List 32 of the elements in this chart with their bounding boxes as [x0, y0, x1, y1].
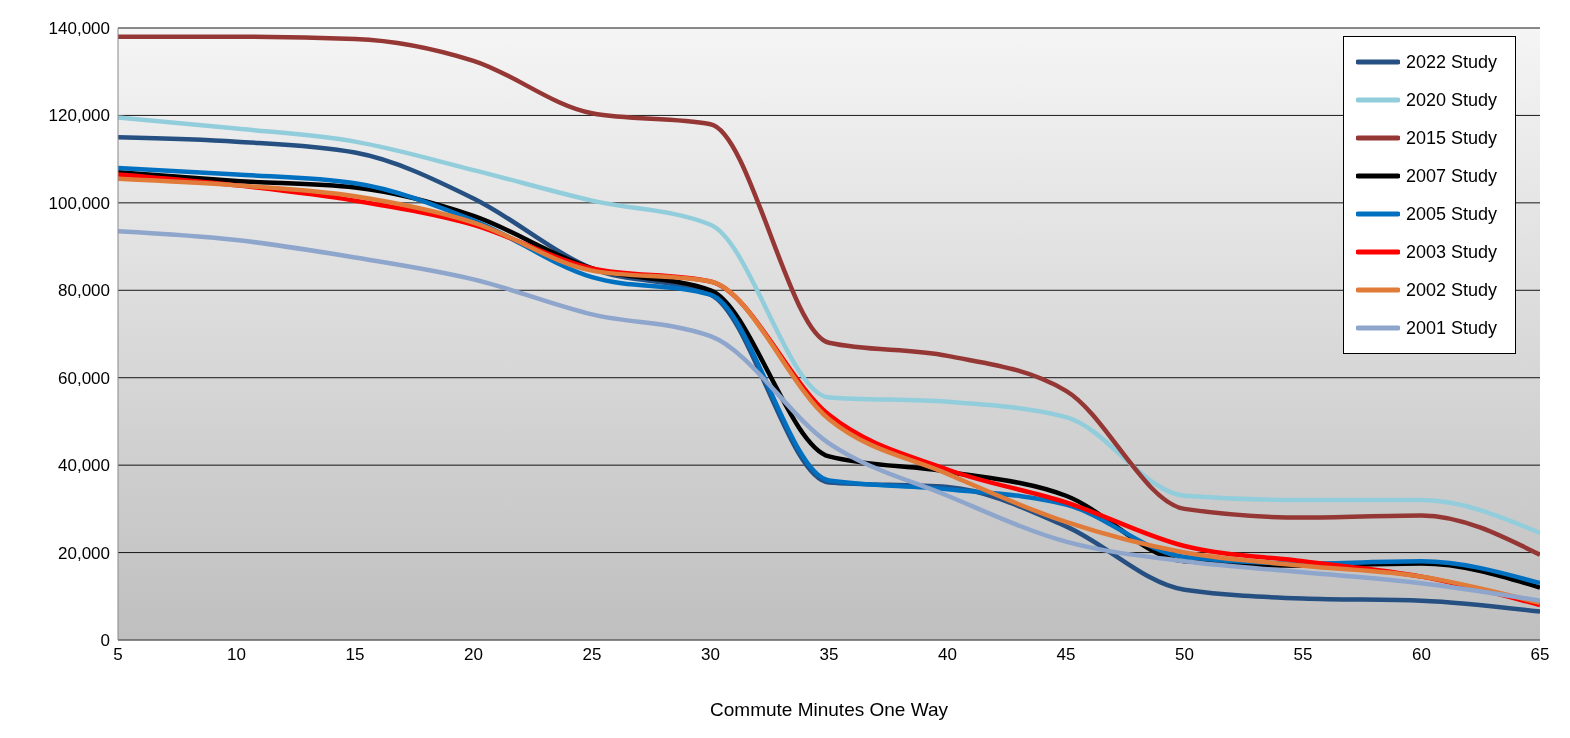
legend-label: 2001 Study [1405, 317, 1497, 339]
line-series [118, 115, 1540, 536]
x-tick-label: 10 [227, 645, 246, 665]
legend-label: 2007 Study [1405, 165, 1497, 187]
legend-label: 2005 Study [1405, 203, 1497, 225]
x-tick-label: 15 [345, 645, 365, 665]
legend-label: 2022 Study [1405, 51, 1497, 73]
x-axis-title: Commute Minutes One Way [710, 699, 949, 720]
legend-label: 2003 Study [1405, 241, 1497, 263]
x-tick-label: 50 [1175, 645, 1194, 665]
y-tick-label: 80,000 [58, 281, 110, 301]
x-tick-label: 35 [819, 645, 839, 665]
x-tick-label: 60 [1412, 645, 1431, 665]
x-tick-label: 25 [582, 645, 602, 665]
y-tick-label: 100,000 [48, 193, 110, 213]
y-tick-label: 120,000 [48, 106, 110, 126]
y-tick-label: 0 [100, 631, 110, 651]
x-tick-label: 5 [113, 645, 123, 665]
y-tick-label: 60,000 [58, 368, 110, 388]
legend-label: 2020 Study [1405, 89, 1497, 111]
y-tick-label: 20,000 [58, 543, 110, 563]
line-series [118, 34, 1540, 558]
x-tick-label: 55 [1293, 645, 1313, 665]
x-tick-label: 40 [938, 645, 957, 665]
x-tick-label: 65 [1530, 645, 1550, 665]
x-tick-label: 45 [1056, 645, 1076, 665]
y-tick-label: 140,000 [48, 19, 110, 39]
legend-label: 2015 Study [1405, 127, 1497, 149]
x-tick-label: 30 [701, 645, 720, 665]
x-tick-label: 20 [464, 645, 483, 665]
legend-label: 2002 Study [1405, 279, 1497, 301]
y-tick-label: 40,000 [58, 456, 110, 476]
